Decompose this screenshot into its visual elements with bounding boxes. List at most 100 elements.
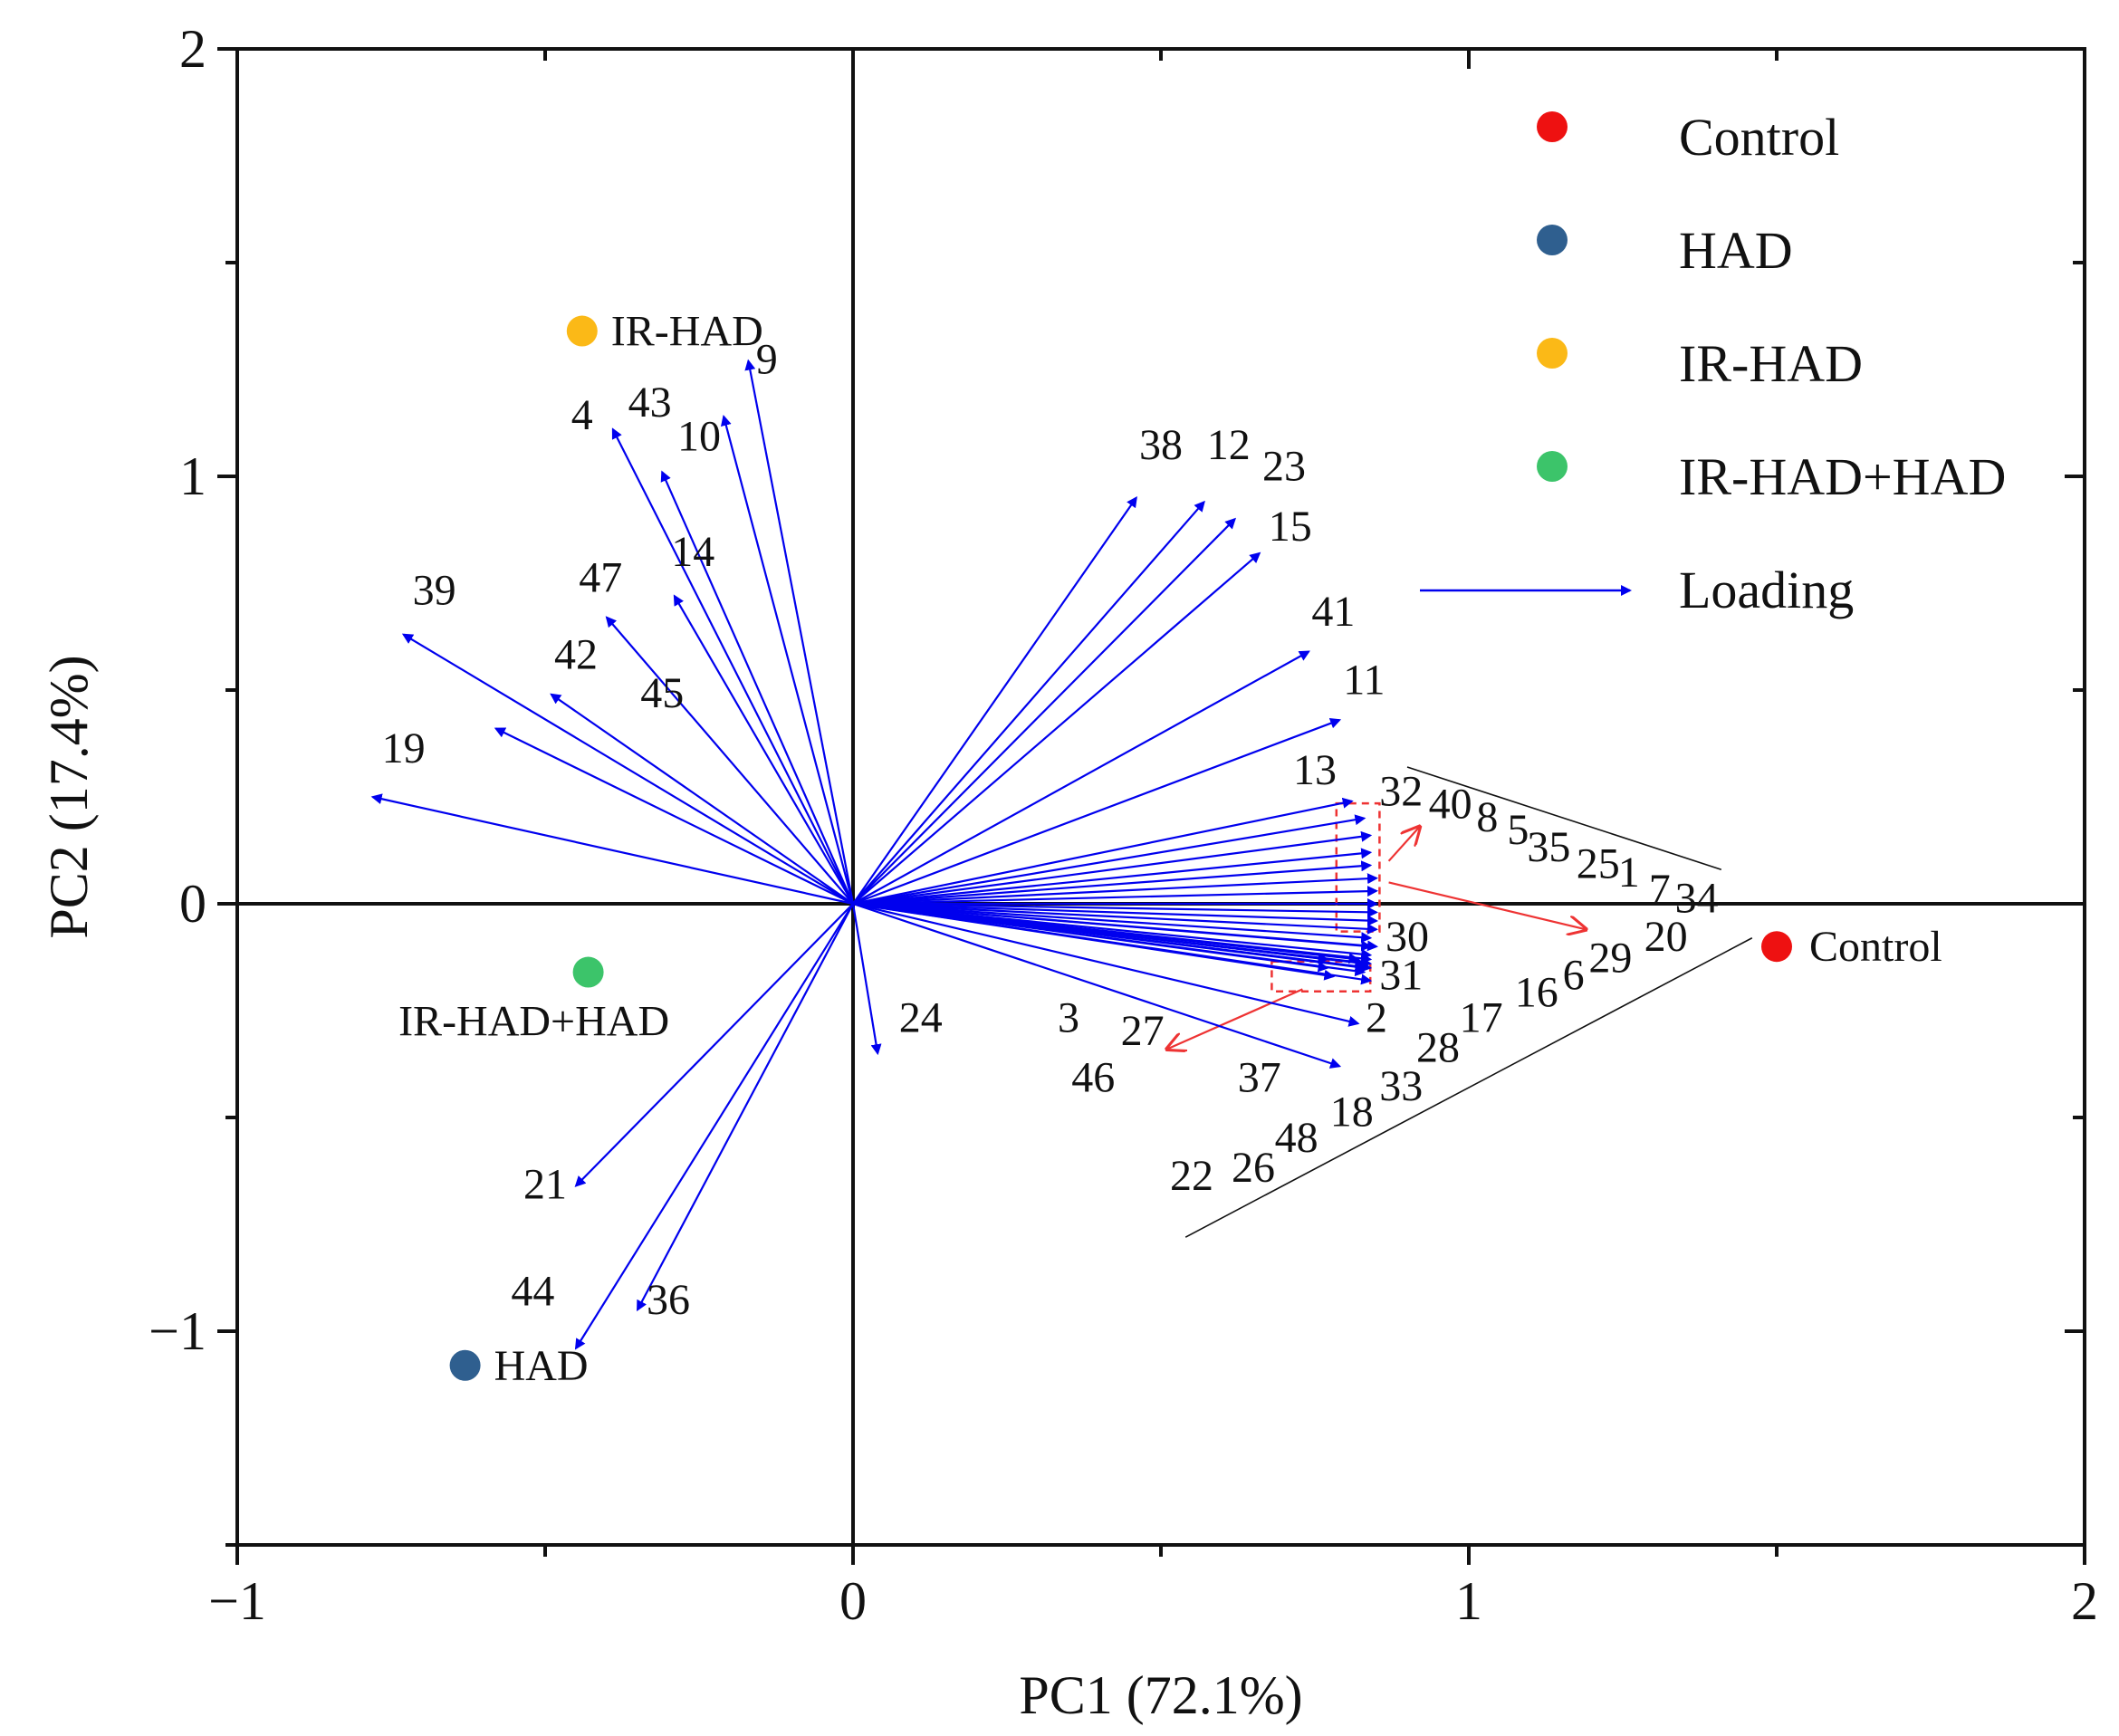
y-tick-label: 0 (179, 874, 206, 934)
loading-arrow-23 (852, 517, 1237, 905)
loading-label-7: 7 (1649, 866, 1671, 914)
loading-label-29: 29 (1588, 935, 1632, 983)
loading-arrow-8 (852, 848, 1373, 906)
loading-arrow-43 (660, 470, 855, 905)
loading-arrow-21 (574, 903, 854, 1187)
loading-arrow-30 (852, 902, 1378, 952)
loading-arrow-46 (852, 902, 1329, 973)
loading-arrow-40 (852, 830, 1373, 906)
group-bracket-line (1184, 937, 1753, 1238)
sample-label: IR-HAD (611, 308, 763, 356)
loading-arrow-37 (852, 902, 1342, 1069)
loading-label-22: 22 (1170, 1152, 1213, 1200)
highlight-box (1270, 960, 1372, 993)
loading-arrow-47 (605, 616, 854, 905)
loading-label-28: 28 (1416, 1024, 1460, 1072)
loading-arrow-9 (744, 359, 855, 905)
loading-label-47: 47 (579, 553, 622, 601)
x-tick-label: 2 (2071, 1571, 2098, 1631)
legend-label: IR-HAD+HAD (1679, 447, 2006, 506)
loading-arrow-41 (852, 650, 1310, 905)
loading-label-15: 15 (1269, 503, 1312, 551)
loading-label-45: 45 (640, 669, 684, 717)
loading-label-32: 32 (1379, 767, 1423, 815)
loading-label-44: 44 (511, 1268, 554, 1316)
plot-frame (235, 47, 2086, 1547)
loading-arrow-44 (574, 903, 854, 1350)
legend-label: Loading (1679, 561, 1854, 619)
highlight-arrow (1387, 827, 1420, 862)
loading-label-18: 18 (1330, 1088, 1374, 1136)
loading-label-20: 20 (1644, 913, 1688, 961)
legend-marker (1537, 338, 1568, 369)
loading-label-26: 26 (1232, 1144, 1275, 1192)
loading-arrow-32 (852, 814, 1366, 906)
annotation-guides (1167, 766, 1753, 1238)
legend: Control HAD IR-HAD IR-HAD+HAD Loading (1420, 108, 2006, 619)
loading-label-48: 48 (1275, 1114, 1318, 1162)
sample-point-ir-had (566, 315, 598, 347)
loading-label-1: 1 (1618, 849, 1640, 897)
loading-label-13: 13 (1293, 746, 1337, 794)
loading-label-43: 43 (628, 379, 672, 427)
highlight-arrow (1388, 881, 1587, 929)
loading-label-4: 4 (571, 391, 593, 439)
loading-arrow-36 (637, 903, 854, 1312)
loading-arrow-2 (852, 902, 1360, 1027)
loading-arrow-25 (852, 886, 1378, 906)
loading-label-10: 10 (677, 413, 721, 461)
x-tick-label: 1 (1455, 1571, 1482, 1631)
loading-label-38: 38 (1139, 421, 1183, 469)
legend-marker (1537, 111, 1568, 142)
loading-label-21: 21 (523, 1161, 567, 1209)
loading-label-3: 3 (1058, 994, 1079, 1042)
x-tick-label: 0 (839, 1571, 867, 1631)
loading-label-35: 35 (1527, 823, 1570, 871)
sample-label: HAD (494, 1342, 589, 1390)
loading-label-40: 40 (1429, 781, 1472, 829)
loading-label-24: 24 (899, 994, 943, 1042)
loading-arrow-24 (851, 903, 882, 1056)
y-tick-label: −1 (149, 1301, 206, 1361)
loading-label-41: 41 (1311, 588, 1355, 636)
loading-arrow-42 (550, 693, 854, 905)
sample-point-control (1761, 931, 1792, 963)
loading-arrow-29 (852, 902, 1373, 944)
loading-label-33: 33 (1379, 1062, 1423, 1110)
loading-arrow-15 (852, 551, 1261, 905)
legend-label: HAD (1679, 221, 1793, 280)
loading-label-27: 27 (1121, 1007, 1165, 1055)
loading-arrow-12 (852, 500, 1205, 905)
legend-label: Control (1679, 108, 1839, 167)
loading-arrow-35 (852, 873, 1378, 906)
loading-arrow-20 (852, 902, 1378, 935)
loading-label-39: 39 (413, 567, 456, 615)
loading-arrow-39 (401, 633, 854, 905)
loading-label-19: 19 (382, 724, 426, 772)
loading-arrow-38 (852, 495, 1137, 905)
loading-label-9: 9 (756, 336, 778, 384)
zero-reference-lines (237, 49, 2085, 1545)
loading-arrow-11 (852, 717, 1342, 906)
loading-arrow-45 (494, 727, 854, 905)
loading-label-14: 14 (671, 528, 714, 576)
loading-label-6: 6 (1563, 951, 1585, 999)
loading-label-30: 30 (1386, 913, 1429, 961)
sample-point-had (449, 1349, 481, 1381)
x-axis-title: PC1 (72.1%) (1019, 1665, 1302, 1725)
highlight-box (1335, 801, 1381, 933)
loading-arrow-19 (370, 793, 854, 906)
loading-arrow-5 (852, 860, 1373, 906)
sample-label: Control (1809, 923, 1942, 971)
loading-label-46: 46 (1071, 1054, 1115, 1102)
x-tick-label: −1 (208, 1571, 266, 1631)
loading-label-25: 25 (1577, 840, 1620, 888)
loading-label-5: 5 (1507, 806, 1529, 854)
loading-label-34: 34 (1675, 874, 1719, 922)
y-axis-title: PC2 (17.4%) (39, 655, 99, 938)
loading-arrow-4 (611, 427, 854, 905)
legend-marker (1537, 451, 1568, 482)
loading-label-11: 11 (1343, 657, 1385, 705)
